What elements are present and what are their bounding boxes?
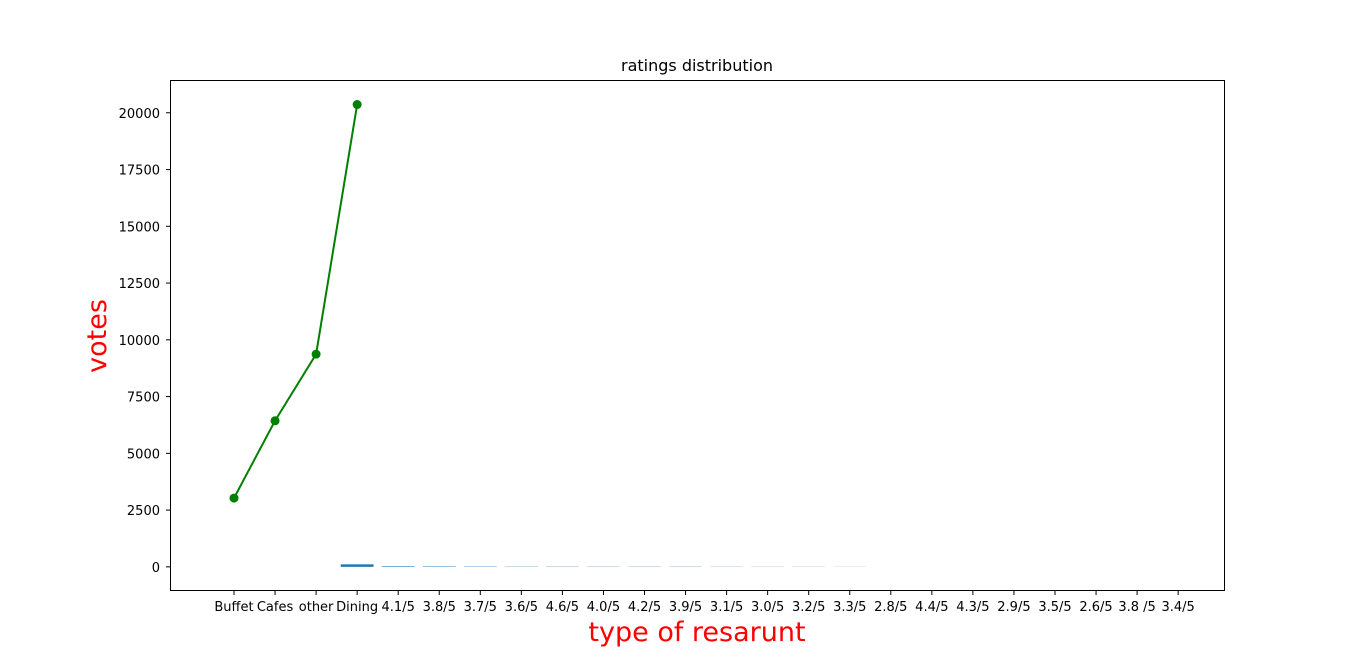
x-tick-label: 2.9/5 [997, 600, 1030, 615]
y-tick-label: 5000 [127, 447, 160, 462]
y-tick-label: 20000 [119, 107, 160, 122]
bars-layer [340, 564, 867, 567]
x-tick-label: 2.6/5 [1079, 600, 1112, 615]
bar [381, 566, 415, 567]
x-tick-label: 3.9/5 [669, 600, 702, 615]
x-tick-label: Buffet [214, 600, 253, 615]
y-tick-label: 0 [152, 561, 160, 576]
line-layer [233, 104, 359, 499]
line-point [270, 416, 280, 426]
bar [340, 564, 374, 567]
x-tick-label: 3.7/5 [464, 600, 497, 615]
x-tick-label: other [299, 600, 334, 615]
line-point [229, 493, 239, 503]
chart-title: ratings distribution [621, 56, 773, 75]
x-axis: Buffet Cafes other Dining 4.1/5 3.8/5 3.7/5 3.6… [214, 590, 1195, 615]
y-tick-label: 10000 [119, 334, 160, 349]
y-tick-label: 12500 [119, 277, 160, 292]
x-tick-label: 3.2/5 [792, 600, 825, 615]
line-point [311, 349, 321, 359]
x-tick-label: 3.4/5 [1161, 600, 1194, 615]
y-axis-label: votes [82, 299, 113, 373]
x-tick-label: Dining [336, 600, 378, 615]
x-tick-label: 3.8 /5 [1118, 600, 1155, 615]
y-tick-label: 15000 [119, 220, 160, 235]
x-tick-label: Cafes [257, 600, 294, 615]
x-tick-label: 3.1/5 [710, 600, 743, 615]
x-tick-label: 4.2/5 [628, 600, 661, 615]
marker-layer [229, 100, 362, 503]
x-tick-label: 3.8/5 [423, 600, 456, 615]
x-tick-label: 4.1/5 [382, 600, 415, 615]
line-point [352, 100, 362, 110]
y-tick-label: 2500 [127, 504, 160, 519]
line-series [233, 104, 359, 499]
x-tick-label: 4.3/5 [956, 600, 989, 615]
y-tick-label: 7500 [127, 391, 160, 406]
x-tick-label: 2.8/5 [874, 600, 907, 615]
plot-frame [170, 80, 1225, 591]
x-tick-label: 4.4/5 [915, 600, 948, 615]
x-tick-label: 3.3/5 [833, 600, 866, 615]
y-tick-label: 17500 [119, 164, 160, 179]
x-axis-label: type of resarunt [588, 617, 805, 648]
x-tick-label: 4.0/5 [587, 600, 620, 615]
x-tick-label: 3.5/5 [1038, 600, 1071, 615]
x-tick-label: 4.6/5 [546, 600, 579, 615]
y-axis: 0 2500 5000 7500 10000 12500 15000 17500 20000 [119, 107, 171, 576]
x-tick-label: 3.6/5 [505, 600, 538, 615]
x-tick-label: 3.0/5 [751, 600, 784, 615]
